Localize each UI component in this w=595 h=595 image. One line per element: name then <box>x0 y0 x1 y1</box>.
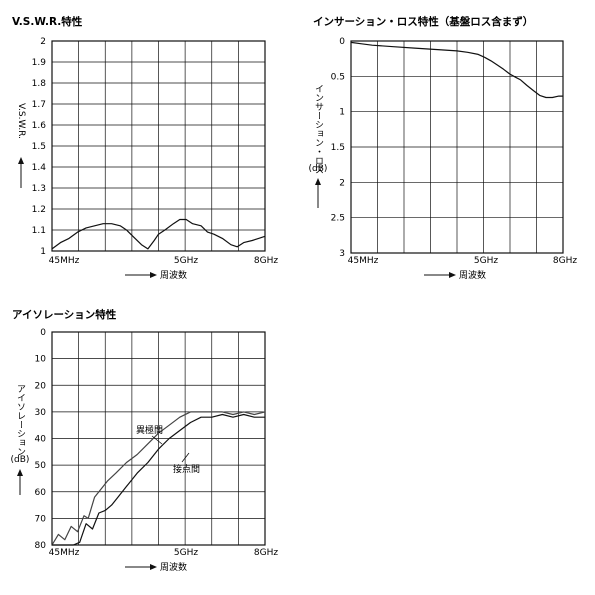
vswr-y-tick-label: 1.2 <box>32 205 46 215</box>
vswr-x-axis-label: 周波数 <box>125 269 187 281</box>
isolation-grid <box>52 331 265 546</box>
isolation-y-tick-label: 70 <box>35 514 47 524</box>
isolation-y-tick-labels: 0 10 20 30 40 50 60 70 80 <box>35 328 47 551</box>
vswr-grid <box>52 40 265 252</box>
isolation-x-tick-start: 45MHz <box>49 548 80 558</box>
isolation-y-tick-label: 50 <box>35 461 47 471</box>
vswr-y-tick-label: 1.3 <box>32 184 46 194</box>
isolation-series-label-setten: 接点間 <box>173 463 200 475</box>
vswr-y-axis-label: V.S.W.R. <box>16 103 26 188</box>
insertion-xlabel: 周波数 <box>459 269 486 281</box>
insertion-y-tick-labels: 0 0.5 1 1.5 2 2.5 3 <box>331 37 346 259</box>
vswr-y-tick-label: 1.4 <box>32 163 47 173</box>
isolation-y-tick-label: 10 <box>35 355 47 365</box>
isolation-title: アイソレーション特性 <box>12 308 117 321</box>
insertion-x-axis-label: 周波数 <box>424 269 486 281</box>
insertion-ylabel: インサーション・ロス <box>313 84 324 174</box>
isolation-x-tick-mid: 5GHz <box>174 548 198 558</box>
isolation-xlabel: 周波数 <box>160 561 187 573</box>
vswr-y-tick-label: 1.1 <box>32 226 46 236</box>
isolation-annotation-ikyoku: 異極間 <box>136 424 163 445</box>
isolation-y-tick-label: 30 <box>35 408 47 418</box>
insertion-y-tick-label: 2 <box>339 178 345 188</box>
vswr-title: V.S.W.R.特性 <box>12 15 83 28</box>
insertion-y-tick-label: 3 <box>339 249 345 259</box>
insertion-series-line <box>350 41 563 99</box>
isolation-y-tick-label: 60 <box>35 488 47 498</box>
insertion-y-tick-label: 1.5 <box>331 143 345 153</box>
isolation-chart: アイソレーション特性 0 10 20 30 40 50 60 70 80 異極間 接点間 45M… <box>11 308 279 573</box>
isolation-y-tick-label: 40 <box>35 435 47 445</box>
vswr-y-tick-label: 1.8 <box>32 79 47 89</box>
insertion-y-tick-label: 1 <box>339 108 345 118</box>
isolation-y-axis-label: アイソレーション (dB) <box>11 384 30 495</box>
isolation-y-tick-label: 80 <box>35 541 47 551</box>
vswr-x-tick-end: 8GHz <box>254 256 278 266</box>
insertion-grid <box>351 40 563 254</box>
vswr-y-tick-label: 1.6 <box>32 121 47 131</box>
insertion-x-tick-end: 8GHz <box>553 256 577 266</box>
vswr-xlabel: 周波数 <box>160 269 187 281</box>
isolation-x-axis-label: 周波数 <box>125 561 187 573</box>
insertion-y-axis-label: インサーション・ロス (dB) <box>309 84 328 208</box>
isolation-annotation-setten: 接点間 <box>173 452 200 475</box>
insertion-y-tick-label: 2.5 <box>331 214 345 224</box>
vswr-ylabel: V.S.W.R. <box>16 103 26 139</box>
insertion-x-tick-mid: 5GHz <box>474 256 498 266</box>
vswr-y-tick-label: 2 <box>40 37 46 47</box>
vswr-y-tick-label: 1 <box>40 247 46 257</box>
insertion-x-tick-start: 45MHz <box>348 256 379 266</box>
vswr-y-tick-label: 1.7 <box>32 100 46 110</box>
isolation-x-tick-end: 8GHz <box>254 548 278 558</box>
vswr-x-tick-mid: 5GHz <box>174 256 198 266</box>
isolation-series-label-ikyoku: 異極間 <box>136 424 163 436</box>
insertion-y-tick-label: 0.5 <box>331 72 345 82</box>
insertion-title: インサーション・ロス特性（基盤ロス含まず） <box>313 15 533 28</box>
vswr-x-tick-start: 45MHz <box>49 256 80 266</box>
vswr-chart: V.S.W.R.特性 2 1.9 1.8 1.7 1.6 1.5 1.4 1.3 1.2 1.1 1… <box>12 15 278 281</box>
insertion-yunit: (dB) <box>309 164 328 174</box>
isolation-series-line-ikyoku <box>51 411 266 546</box>
vswr-y-tick-label: 1.9 <box>32 58 47 68</box>
insertion-chart: インサーション・ロス特性（基盤ロス含まず） 0 0.5 1 1.5 2 2.5 3 45MH… <box>309 15 578 281</box>
vswr-y-tick-labels: 2 1.9 1.8 1.7 1.6 1.5 1.4 1.3 1.2 1.1 1 <box>32 37 47 257</box>
isolation-yunit: (dB) <box>11 455 30 465</box>
vswr-y-tick-label: 1.5 <box>32 142 46 152</box>
vswr-series-line <box>51 218 266 250</box>
isolation-series-line-setten <box>52 413 265 546</box>
isolation-y-tick-label: 20 <box>35 381 47 391</box>
insertion-y-tick-label: 0 <box>339 37 345 47</box>
isolation-ylabel: アイソレーション <box>15 384 26 456</box>
isolation-y-tick-label: 0 <box>40 328 46 338</box>
